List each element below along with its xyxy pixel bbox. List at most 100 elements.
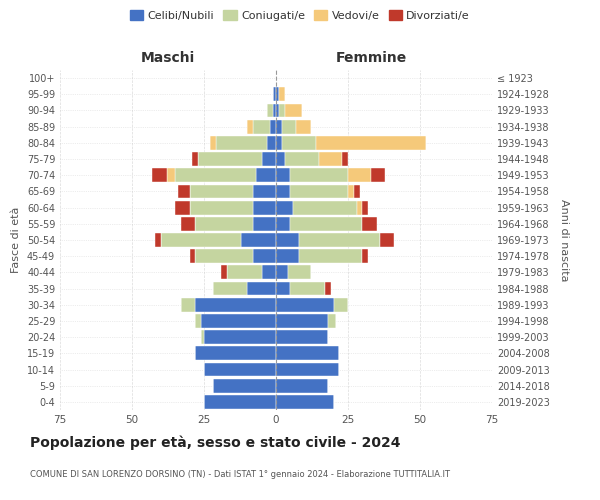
- Bar: [276, 362, 340, 376]
- Bar: [204, 362, 276, 376]
- Bar: [276, 88, 279, 101]
- Bar: [215, 136, 268, 149]
- Bar: [276, 395, 334, 409]
- Bar: [175, 200, 190, 214]
- Bar: [253, 217, 276, 230]
- Bar: [276, 136, 282, 149]
- Bar: [256, 168, 276, 182]
- Bar: [299, 250, 362, 263]
- Bar: [201, 314, 276, 328]
- Bar: [348, 168, 371, 182]
- Bar: [296, 120, 311, 134]
- Bar: [273, 88, 276, 101]
- Bar: [362, 217, 377, 230]
- Bar: [293, 200, 356, 214]
- Bar: [247, 282, 276, 296]
- Bar: [196, 314, 201, 328]
- Bar: [290, 184, 348, 198]
- Bar: [299, 233, 380, 247]
- Bar: [212, 379, 276, 392]
- Bar: [253, 250, 276, 263]
- Bar: [328, 314, 337, 328]
- Bar: [196, 346, 276, 360]
- Bar: [276, 346, 340, 360]
- Bar: [253, 200, 276, 214]
- Bar: [276, 168, 290, 182]
- Bar: [276, 104, 279, 118]
- Bar: [212, 282, 247, 296]
- Bar: [356, 200, 362, 214]
- Bar: [334, 298, 348, 312]
- Bar: [175, 168, 256, 182]
- Bar: [193, 152, 198, 166]
- Bar: [201, 330, 204, 344]
- Bar: [276, 379, 328, 392]
- Bar: [276, 266, 287, 280]
- Bar: [262, 266, 276, 280]
- Bar: [276, 250, 299, 263]
- Text: COMUNE DI SAN LORENZO DORSINO (TN) - Dati ISTAT 1° gennaio 2024 - Elaborazione T: COMUNE DI SAN LORENZO DORSINO (TN) - Dat…: [30, 470, 450, 479]
- Y-axis label: Anni di nascita: Anni di nascita: [559, 198, 569, 281]
- Bar: [276, 152, 284, 166]
- Text: Maschi: Maschi: [141, 51, 195, 65]
- Bar: [276, 184, 290, 198]
- Bar: [196, 250, 253, 263]
- Bar: [276, 314, 328, 328]
- Bar: [221, 266, 227, 280]
- Bar: [190, 184, 253, 198]
- Bar: [284, 104, 302, 118]
- Bar: [247, 120, 253, 134]
- Bar: [342, 152, 348, 166]
- Bar: [198, 152, 262, 166]
- Bar: [319, 152, 342, 166]
- Bar: [196, 298, 276, 312]
- Bar: [152, 168, 167, 182]
- Bar: [253, 184, 276, 198]
- Bar: [276, 330, 328, 344]
- Bar: [276, 120, 282, 134]
- Bar: [279, 88, 284, 101]
- Bar: [290, 217, 362, 230]
- Bar: [262, 152, 276, 166]
- Y-axis label: Fasce di età: Fasce di età: [11, 207, 21, 273]
- Bar: [204, 395, 276, 409]
- Bar: [241, 233, 276, 247]
- Bar: [279, 104, 284, 118]
- Bar: [348, 184, 354, 198]
- Bar: [196, 217, 253, 230]
- Legend: Celibi/Nubili, Coniugati/e, Vedovi/e, Divorziati/e: Celibi/Nubili, Coniugati/e, Vedovi/e, Di…: [125, 6, 475, 25]
- Bar: [155, 233, 161, 247]
- Bar: [268, 136, 276, 149]
- Text: Popolazione per età, sesso e stato civile - 2024: Popolazione per età, sesso e stato civil…: [30, 435, 401, 450]
- Text: Femmine: Femmine: [335, 51, 407, 65]
- Bar: [284, 152, 319, 166]
- Bar: [362, 200, 368, 214]
- Bar: [316, 136, 426, 149]
- Bar: [270, 120, 276, 134]
- Bar: [276, 282, 290, 296]
- Bar: [178, 184, 190, 198]
- Bar: [253, 120, 270, 134]
- Bar: [210, 136, 215, 149]
- Bar: [204, 330, 276, 344]
- Bar: [276, 233, 299, 247]
- Bar: [371, 168, 385, 182]
- Bar: [161, 233, 241, 247]
- Bar: [362, 250, 368, 263]
- Bar: [354, 184, 359, 198]
- Bar: [227, 266, 262, 280]
- Bar: [167, 168, 175, 182]
- Bar: [190, 200, 253, 214]
- Bar: [181, 217, 196, 230]
- Bar: [181, 298, 196, 312]
- Bar: [190, 250, 196, 263]
- Bar: [325, 282, 331, 296]
- Bar: [290, 282, 325, 296]
- Bar: [282, 120, 296, 134]
- Bar: [276, 298, 334, 312]
- Bar: [276, 217, 290, 230]
- Bar: [268, 104, 273, 118]
- Bar: [276, 200, 293, 214]
- Bar: [380, 233, 394, 247]
- Bar: [287, 266, 311, 280]
